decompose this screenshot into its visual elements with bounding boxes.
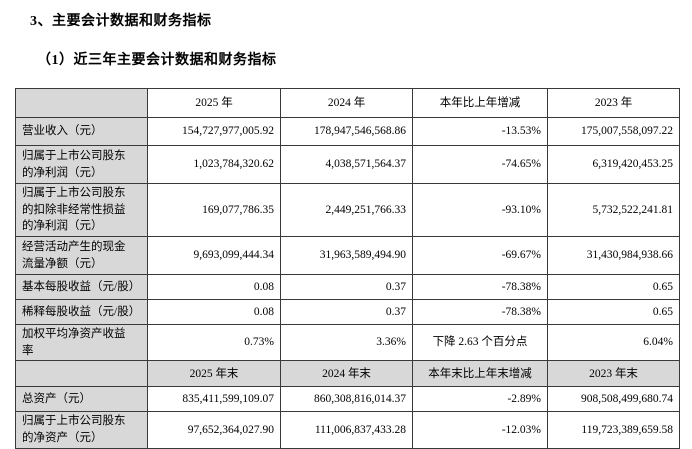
- header-2023: 2023 年: [547, 88, 680, 118]
- table-row-net-assets: 归属于上市公司股东 的净资产（元） 97,652,364,027.90 111,…: [15, 411, 680, 449]
- header-2024-end: 2024 年末: [280, 360, 413, 388]
- cell-2025: 835,411,599,109.07: [147, 386, 281, 413]
- table-row-weighted-avg-roe: 加权平均净资产收益 率 0.73% 3.36% 下降 2.63 个百分点 6.0…: [15, 324, 680, 362]
- cell-2023: 175,007,558,097.22: [547, 117, 680, 146]
- row-label: 基本每股收益（元/股）: [15, 274, 148, 301]
- header-2023-end: 2023 年末: [547, 360, 680, 388]
- row-label: 加权平均净资产收益 率: [15, 324, 148, 362]
- table-row-diluted-eps: 稀释每股收益（元/股） 0.08 0.37 -78.38% 0.65: [15, 299, 680, 326]
- cell-2023: 5,732,522,241.81: [547, 182, 680, 238]
- cell-2024: 4,038,571,564.37: [280, 145, 413, 184]
- cell-change: 下降 2.63 个百分点: [412, 324, 548, 362]
- cell-change: -74.65%: [412, 145, 548, 184]
- cell-2024: 860,308,816,014.37: [280, 386, 413, 413]
- row-label: 经营活动产生的现金 流量净额（元）: [15, 236, 148, 276]
- table-row-operating-cash-flow: 经营活动产生的现金 流量净额（元） 9,693,099,444.34 31,96…: [15, 236, 680, 276]
- cell-2024: 111,006,837,433.28: [280, 411, 413, 449]
- cell-2024: 3.36%: [280, 324, 413, 362]
- cell-2023: 119,723,389,659.58: [547, 411, 680, 449]
- cell-2023: 908,508,499,680.74: [547, 386, 680, 413]
- table-row-net-profit-excl-nonrecurring: 归属于上市公司股东 的扣除非经常性损益 的净利润（元） 169,077,786.…: [15, 182, 680, 238]
- cell-2023: 6.04%: [547, 324, 680, 362]
- header-2025-end: 2025 年末: [147, 360, 281, 388]
- cell-change: -78.38%: [412, 274, 548, 301]
- cell-change: -69.67%: [412, 236, 548, 276]
- row-label: 归属于上市公司股东 的净资产（元）: [15, 411, 148, 449]
- cell-change: -78.38%: [412, 299, 548, 326]
- cell-change: -13.53%: [412, 117, 548, 146]
- cell-2025: 97,652,364,027.90: [147, 411, 281, 449]
- cell-2025: 0.08: [147, 299, 281, 326]
- cell-2025: 0.73%: [147, 324, 281, 362]
- cell-2025: 0.08: [147, 274, 281, 301]
- cell-2023: 6,319,420,453.25: [547, 145, 680, 184]
- row-label: 归属于上市公司股东 的净利润（元）: [15, 145, 148, 184]
- cell-2024: 2,449,251,766.33: [280, 182, 413, 238]
- cell-2023: 0.65: [547, 274, 680, 301]
- header-yoy-change: 本年比上年增减: [412, 88, 548, 118]
- table-row-basic-eps: 基本每股收益（元/股） 0.08 0.37 -78.38% 0.65: [15, 274, 680, 301]
- header-empty-cell: [15, 88, 148, 118]
- table-row-total-assets: 总资产（元） 835,411,599,109.07 860,308,816,01…: [15, 386, 680, 413]
- row-label: 总资产（元）: [15, 386, 148, 413]
- cell-change: -93.10%: [412, 182, 548, 238]
- financial-indicators-table: 2025 年 2024 年 本年比上年增减 2023 年 营业收入（元） 154…: [15, 88, 680, 449]
- row-label: 归属于上市公司股东 的扣除非经常性损益 的净利润（元）: [15, 182, 148, 238]
- cell-2024: 31,963,589,494.90: [280, 236, 413, 276]
- cell-2025: 154,727,977,005.92: [147, 117, 281, 146]
- table-header-yearend: 2025 年末 2024 年末 本年末比上年末增减 2023 年末: [15, 360, 680, 388]
- cell-2025: 1,023,784,320.62: [147, 145, 281, 184]
- cell-2024: 0.37: [280, 299, 413, 326]
- section-subtitle: （1）近三年主要会计数据和财务指标: [37, 53, 277, 68]
- cell-2025: 169,077,786.35: [147, 182, 281, 238]
- cell-2024: 178,947,546,568.86: [280, 117, 413, 146]
- cell-2023: 0.65: [547, 299, 680, 326]
- cell-change: -2.89%: [412, 386, 548, 413]
- table-row-net-profit: 归属于上市公司股东 的净利润（元） 1,023,784,320.62 4,038…: [15, 145, 680, 184]
- cell-2025: 9,693,099,444.34: [147, 236, 281, 276]
- row-label: 稀释每股收益（元/股）: [15, 299, 148, 326]
- table-row-revenue: 营业收入（元） 154,727,977,005.92 178,947,546,5…: [15, 117, 680, 146]
- page-title: 3、主要会计数据和财务指标: [30, 14, 212, 29]
- header-2025: 2025 年: [147, 88, 281, 118]
- header-yearend-change: 本年末比上年末增减: [412, 360, 548, 388]
- cell-change: -12.03%: [412, 411, 548, 449]
- cell-2023: 31,430,984,938.66: [547, 236, 680, 276]
- table-header-annual: 2025 年 2024 年 本年比上年增减 2023 年: [15, 88, 680, 118]
- document-page: 3、主要会计数据和财务指标 （1）近三年主要会计数据和财务指标 2025 年 2…: [15, 14, 680, 449]
- row-label: 营业收入（元）: [15, 117, 148, 146]
- cell-2024: 0.37: [280, 274, 413, 301]
- header-2024: 2024 年: [280, 88, 413, 118]
- header-empty-cell: [15, 360, 148, 388]
